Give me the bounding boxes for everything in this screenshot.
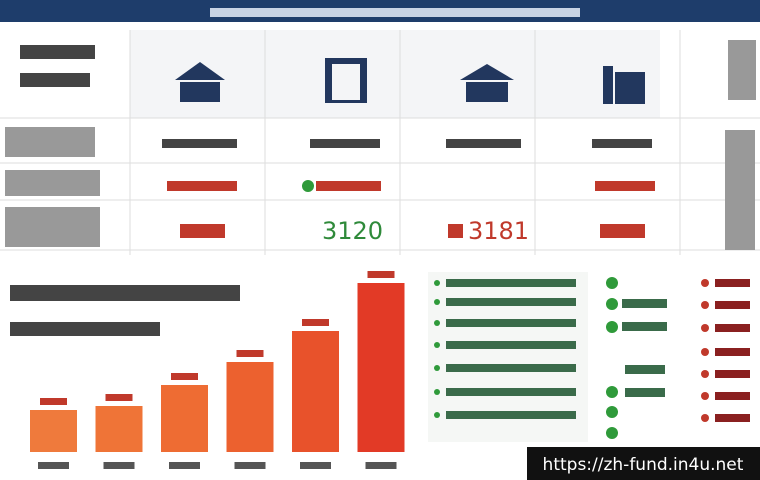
bar: [30, 410, 77, 452]
right-list: [428, 272, 750, 442]
bar: [161, 385, 208, 452]
bar-label: [236, 350, 264, 357]
watermark: https://zh-fund.in4u.net: [543, 455, 744, 475]
bar-label: [367, 271, 395, 278]
x-label: [300, 462, 331, 469]
bar: [95, 406, 143, 452]
garbled-text: [10, 45, 652, 336]
value-text: 3120: [322, 217, 383, 245]
bar-label: [302, 319, 329, 326]
x-label: [38, 462, 69, 469]
table-lines: [0, 30, 760, 255]
bar: [292, 331, 339, 452]
x-label: [234, 462, 266, 469]
watermark-bg: [527, 447, 760, 480]
icon: [448, 224, 463, 238]
building-icons: [175, 58, 645, 104]
bar-label: [105, 394, 133, 401]
red-labels: [167, 181, 655, 238]
bar-label: [40, 398, 67, 405]
garbled-rows: [5, 40, 756, 250]
x-label: [103, 462, 135, 469]
bar-label: [171, 373, 198, 380]
table-head: [130, 30, 660, 118]
x-label: [169, 462, 200, 469]
red-label: [316, 181, 381, 191]
value-text: 3181: [468, 217, 529, 245]
bar: [357, 283, 405, 452]
x-label: [365, 462, 397, 469]
dot: [302, 180, 314, 192]
bar: [226, 362, 274, 452]
header-text: [210, 8, 580, 17]
